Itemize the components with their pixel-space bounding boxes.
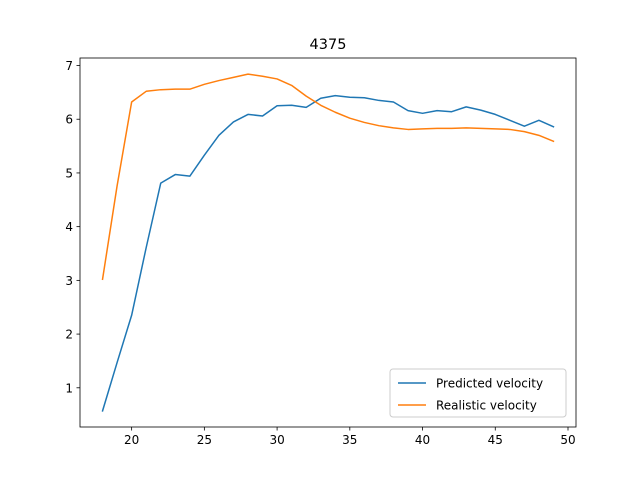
y-tick-label: 2 (65, 328, 73, 342)
x-tick-label: 20 (124, 433, 139, 447)
series-line-1 (101, 94, 555, 412)
y-tick-label: 4 (65, 220, 73, 234)
legend-label-2: Realistic velocity (436, 399, 537, 413)
legend-box (389, 368, 567, 418)
plot-layer (101, 73, 555, 412)
y-tick-label: 1 (65, 381, 73, 395)
x-tick-label: 35 (342, 433, 357, 447)
legend-label-1: Predicted velocity (436, 377, 543, 391)
y-tick-label: 5 (65, 166, 73, 180)
series-line-2 (101, 73, 555, 281)
x-tick-label: 45 (488, 433, 503, 447)
x-tick-label: 40 (415, 433, 430, 447)
y-tick-label: 6 (65, 113, 73, 127)
x-tick-label: 30 (269, 433, 284, 447)
x-tick-label: 25 (197, 433, 212, 447)
y-tick-label: 7 (65, 59, 73, 73)
x-tick-label: 50 (560, 433, 575, 447)
chart-title: 4375 (310, 37, 347, 53)
plot-frame (79, 57, 577, 428)
y-tick-label: 3 (65, 274, 73, 288)
legend: Predicted velocity Realistic velocity (389, 368, 567, 418)
